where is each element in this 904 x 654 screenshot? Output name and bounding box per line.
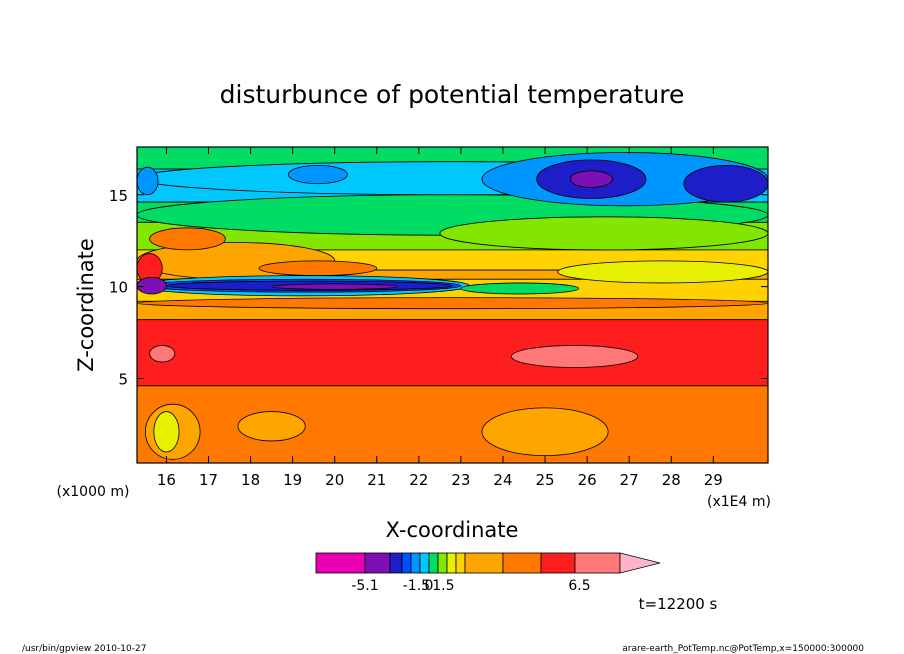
x-tick-label: 27 <box>620 471 639 489</box>
contour-region-25 <box>288 164 348 185</box>
colorbar-swatch <box>437 552 448 574</box>
contour-region-17 <box>237 411 306 442</box>
contour-region-24 <box>569 170 613 188</box>
contour-region-5 <box>258 260 378 277</box>
x-tick-label: 26 <box>578 471 597 489</box>
colorbar-swatch <box>464 552 504 574</box>
x-tick-label: 19 <box>283 471 302 489</box>
y-axis: 5 10 15 <box>109 187 768 388</box>
y-axis-label: Z-coordinate <box>74 238 98 372</box>
contour-region-26 <box>137 166 159 196</box>
contour-region-19 <box>153 411 180 453</box>
colorbar: -5.1 -1.501.5 6.5 <box>315 552 661 594</box>
colorbar-swatch <box>419 552 430 574</box>
colorbar-label: 6.5 <box>568 578 590 594</box>
y-tick-label: 5 <box>118 370 128 388</box>
contour-band-9 <box>137 385 768 463</box>
colorbar-swatch <box>364 552 391 574</box>
x-tick-label: 25 <box>535 471 554 489</box>
contour-region-23 <box>683 164 768 203</box>
x-tick-label: 17 <box>199 471 218 489</box>
contour-blobs <box>137 152 768 460</box>
colorbar-label: 0 <box>425 578 434 594</box>
colorbar-swatch <box>455 552 466 574</box>
colorbar-swatch <box>540 552 576 574</box>
colorbar-label: -5.1 <box>351 578 378 594</box>
timestamp-label: t=12200 s <box>639 595 718 613</box>
footer-left: /usr/bin/gpview 2010-10-27 <box>22 644 146 654</box>
x-tick-label: 23 <box>451 471 470 489</box>
contour-region-11 <box>460 282 580 295</box>
contour-region-16 <box>481 407 609 457</box>
x-tick-label: 18 <box>241 471 260 489</box>
y-tick-label: 10 <box>109 279 128 297</box>
contour-region-4 <box>557 260 768 284</box>
x-axis-label: X-coordinate <box>386 518 519 542</box>
x-tick-label: 21 <box>367 471 386 489</box>
x-tick-label: 22 <box>409 471 428 489</box>
colorbar-label: 1.5 <box>432 578 454 594</box>
x-tick-label: 28 <box>662 471 681 489</box>
colorbar-swatch <box>574 552 621 574</box>
chart-title: disturbunce of potential temperature <box>220 80 685 109</box>
y-scale-label: (x1000 m) <box>57 484 130 500</box>
plot-area <box>137 147 768 463</box>
x-axis: 16 17 18 19 20 21 22 23 24 25 26 27 28 29 <box>157 147 723 489</box>
colorbar-swatch <box>315 552 366 574</box>
x-tick-label: 20 <box>325 471 344 489</box>
colorbar-label: -1.5 <box>403 578 430 594</box>
footer-right: arare-earth_PotTemp.nc@PotTemp,x=150000:… <box>622 644 864 654</box>
colorbar-swatch <box>502 552 542 574</box>
contour-region-13 <box>137 297 768 310</box>
contour-region-12 <box>137 277 167 295</box>
contour-region-15 <box>149 345 176 363</box>
plot-frame <box>136 146 769 464</box>
contour-region-3 <box>149 227 226 251</box>
contour-region-1 <box>439 216 768 251</box>
colorbar-swatch <box>446 552 457 574</box>
contour-band-8 <box>137 319 768 387</box>
x-tick-label: 29 <box>704 471 723 489</box>
contour-region-14 <box>510 345 638 368</box>
x-tick-label: 24 <box>493 471 512 489</box>
contour-region-10 <box>271 283 399 290</box>
x-scale-label: (x1E4 m) <box>707 494 771 510</box>
colorbar-swatch <box>389 552 403 574</box>
x-tick-label: 16 <box>157 471 176 489</box>
colorbar-swatch <box>410 552 421 574</box>
colorbar-swatch <box>401 552 412 574</box>
colorbar-arrow <box>619 552 661 574</box>
y-tick-label: 15 <box>109 187 128 205</box>
colorbar-swatch <box>428 552 439 574</box>
